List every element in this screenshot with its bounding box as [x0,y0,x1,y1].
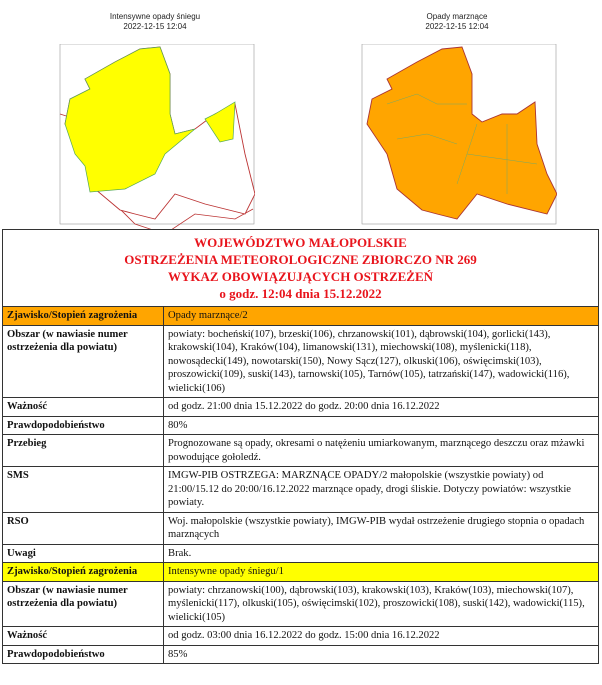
row-value: Brak. [163,543,599,563]
row-label: Obszar (w nawiasie numer ostrzeżenia dla… [2,324,164,398]
row-label: Zjawisko/Stopień zagrożenia [2,306,164,326]
row-label: Ważność [2,397,164,417]
row-value: Prognozowane są opady, okresami o natęże… [163,434,599,467]
county-lines [386,93,538,194]
document-title: WOJEWÓDZTWO MAŁOPOLSKIE OSTRZEŻENIA METE… [2,229,599,307]
map-title-freezing: Opady marznące 2022-12-15 12:04 [425,12,489,31]
table-row: Przebieg Prognozowane są opady, okresami … [2,434,599,467]
map-freezing [361,44,557,225]
row-value: Opady marznące/2 [163,306,599,326]
table-row: Ważność od godz. 03:00 dnia 16.12.2022 do… [2,626,599,646]
row-value: od godz. 21:00 dnia 15.12.2022 do godz. … [163,397,599,417]
row-label: Zjawisko/Stopień zagrożenia [2,562,164,582]
row-label: Uwagi [2,543,164,563]
row-label: Ważność [2,626,164,646]
row-value: powiaty: bocheński(107), brzeski(106), c… [163,324,599,398]
row-label: Prawdopodobieństwo [2,644,164,664]
row-value: powiaty: chrzanowski(100), dąbrowski(103… [163,580,599,627]
row-label: Przebieg [2,434,164,467]
warnings-table: WOJEWÓDZTWO MAŁOPOLSKIE OSTRZEŻENIA METE… [2,229,599,664]
table-row: SMS IMGW-PIB OSTRZEGA: MARZNĄCE OPADY/2 m… [2,466,599,513]
row-value: Intensywne opady śniegu/1 [163,562,599,582]
freezing-warning-area [366,46,557,220]
warning-header-row: Zjawisko/Stopień zagrożenia Opady marznąc… [2,306,599,326]
table-row: Uwagi Brak. [2,543,599,563]
table-row: Prawdopodobieństwo 80% [2,415,599,435]
row-value: IMGW-PIB OSTRZEGA: MARZNĄCE OPADY/2 mało… [163,466,599,513]
snow-warning-area [64,46,236,193]
table-row: Obszar (w nawiasie numer ostrzeżenia dla… [2,580,599,627]
row-value: od godz. 03:00 dnia 16.12.2022 do godz. … [163,626,599,646]
table-row: RSO Woj. małopolskie (wszystkie powiaty),… [2,511,599,545]
table-row: Prawdopodobieństwo 85% [2,644,599,664]
row-label: Obszar (w nawiasie numer ostrzeżenia dla… [2,580,164,627]
table-row: Ważność od godz. 21:00 dnia 15.12.2022 do… [2,397,599,417]
map-snow [59,44,255,229]
row-value: Woj. małopolskie (wszystkie powiaty), IM… [163,511,599,545]
row-value: 85% [163,644,599,664]
row-label: Prawdopodobieństwo [2,415,164,435]
row-label: SMS [2,466,164,513]
row-value: 80% [163,415,599,435]
map-title-snow: Intensywne opady śniegu 2022-12-15 12:04 [109,12,201,31]
warning-header-row: Zjawisko/Stopień zagrożenia Intensywne op… [2,562,599,582]
row-label: RSO [2,511,164,545]
table-row: Obszar (w nawiasie numer ostrzeżenia dla… [2,324,599,398]
